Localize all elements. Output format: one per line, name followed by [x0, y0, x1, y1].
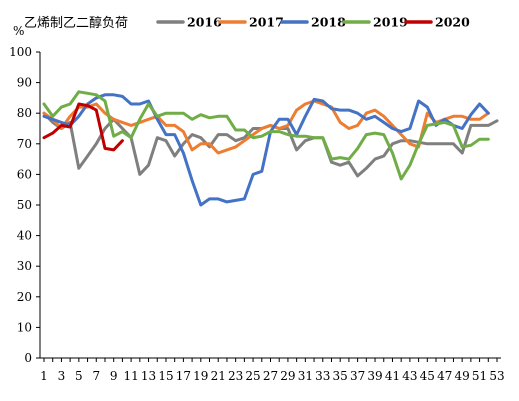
- x-tick-label: 39: [367, 369, 382, 383]
- x-tick-label: 43: [402, 369, 417, 383]
- y-tick-label: 100: [9, 45, 32, 59]
- x-tick-label: 37: [350, 369, 365, 383]
- x-tick-label: 49: [455, 369, 470, 383]
- x-tick-label: 11: [123, 369, 138, 383]
- x-tick-label: 31: [298, 369, 313, 383]
- legend-label-2020: 2020: [435, 15, 470, 30]
- y-tick-label: 30: [17, 259, 32, 273]
- x-tick-label: 53: [489, 369, 504, 383]
- legend-label-2018: 2018: [311, 15, 346, 30]
- x-tick-label: 1: [40, 369, 48, 383]
- x-tick-label: 41: [385, 369, 400, 383]
- series-line-2017: [42, 99, 490, 155]
- x-tick-label: 5: [75, 369, 83, 383]
- y-tick-label: 20: [17, 290, 32, 304]
- x-tick-label: 23: [228, 369, 243, 383]
- series-group: [42, 90, 499, 207]
- chart-title: 乙烯制乙二醇负荷: [24, 15, 128, 31]
- x-tick-label: 47: [437, 369, 452, 383]
- y-axis-unit-label: %: [13, 24, 24, 38]
- series-line-2018: [42, 93, 490, 207]
- x-tick-label: 21: [211, 369, 226, 383]
- x-tick-label: 27: [263, 369, 278, 383]
- x-tick-label: 33: [315, 369, 330, 383]
- x-tick-label: 29: [280, 369, 295, 383]
- y-tick-label: 70: [17, 137, 32, 151]
- x-tick-label: 19: [193, 369, 208, 383]
- x-tick-label: 9: [110, 369, 118, 383]
- x-tick-label: 13: [141, 369, 156, 383]
- x-tick-label: 35: [333, 369, 348, 383]
- x-tick-label: 25: [245, 369, 260, 383]
- legend-label-2017: 2017: [249, 15, 284, 30]
- legend-label-2019: 2019: [373, 15, 408, 30]
- legend: 2016 2017 2018 2019 2020: [156, 15, 470, 30]
- y-tick-label: 90: [17, 76, 32, 90]
- y-tick-label: 80: [17, 106, 32, 120]
- y-tick-label: 40: [17, 229, 32, 243]
- y-tick-label: 50: [17, 198, 32, 212]
- y-tick-label: 60: [17, 167, 32, 181]
- x-tick-label: 15: [158, 369, 173, 383]
- series-line-2019: [42, 90, 490, 181]
- y-tick-label: 10: [17, 320, 32, 334]
- y-tick-label: 0: [24, 351, 32, 365]
- x-tick-label: 51: [472, 369, 487, 383]
- x-tick-label: 7: [92, 369, 100, 383]
- series-line-2020: [42, 102, 124, 152]
- x-tick-label: 17: [176, 369, 191, 383]
- x-tick-label: 3: [58, 369, 66, 383]
- x-axis: 1 3 5 7 9 11 13 15 17 19 21 23 25 27 29 31 33 35 37 39 41 43 4…: [40, 357, 505, 383]
- series-line-2016: [42, 111, 499, 178]
- x-tick-label: 45: [420, 369, 435, 383]
- y-axis: 0 10 20 30 40 50 60 70 80 90 100: [9, 45, 41, 365]
- legend-label-2016: 2016: [187, 15, 222, 30]
